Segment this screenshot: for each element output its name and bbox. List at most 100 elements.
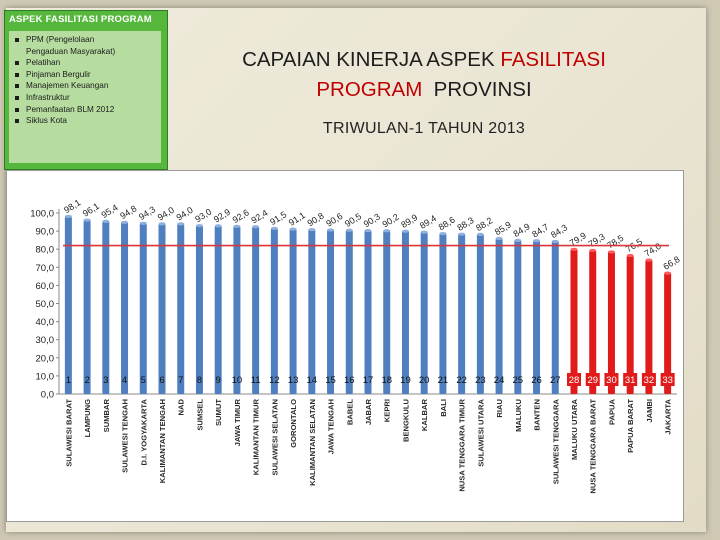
bar-cap — [551, 239, 559, 244]
category-label: PAPUA BARAT — [626, 399, 635, 453]
value-label: 91,1 — [287, 210, 307, 228]
title-text-3: PROGRAM — [316, 78, 423, 101]
bar — [439, 233, 447, 394]
y-tick-label: 100,0 — [30, 209, 54, 220]
bar-cap — [495, 236, 503, 241]
value-label: 89,9 — [399, 212, 419, 230]
category-label: BANTEN — [533, 399, 542, 431]
rank-label: 33 — [662, 375, 673, 386]
value-label: 84,7 — [530, 222, 550, 240]
page-title: CAPAIAN KINERJA ASPEK FASILITASI PROGRAM… — [186, 45, 662, 105]
bullet-icon — [15, 95, 19, 100]
value-label: 96,1 — [81, 201, 101, 219]
bar-cap — [364, 228, 372, 233]
bar-cap — [458, 232, 466, 236]
bar — [214, 225, 222, 394]
value-label: 89,4 — [418, 213, 438, 231]
category-label: JAMBI — [645, 399, 654, 423]
bar-cap — [308, 228, 316, 232]
bullet-icon — [15, 72, 19, 77]
rank-label: 28 — [569, 375, 580, 386]
rank-label: 4 — [122, 375, 127, 386]
rank-label: 20 — [419, 375, 430, 386]
bar — [551, 241, 559, 394]
aspect-item-ppm-cont: Pengaduan Masyarakat) — [26, 46, 116, 56]
title-text-2: FASILITASI — [500, 48, 606, 71]
category-label: SUMBAR — [102, 398, 111, 432]
bar — [195, 225, 203, 394]
value-label: 94,0 — [174, 205, 194, 223]
bar — [102, 221, 110, 394]
bar — [664, 273, 672, 394]
value-label: 98,1 — [62, 197, 82, 215]
bar-cap — [514, 238, 522, 242]
aspect-item-ppm: PPM (Pengelolaan — [15, 34, 159, 46]
rank-label: 15 — [325, 375, 336, 386]
rank-label-bg — [604, 373, 619, 386]
rank-label: 6 — [159, 375, 164, 386]
bar — [514, 240, 522, 394]
rank-label: 22 — [456, 375, 467, 386]
bar — [83, 220, 91, 394]
category-label: JAKARTA — [664, 398, 673, 434]
y-tick-label: 50,0 — [36, 299, 55, 310]
rank-label: 7 — [178, 375, 183, 386]
bar-cap — [664, 271, 672, 275]
bar-cap — [626, 253, 634, 258]
value-label: 90,3 — [362, 211, 382, 229]
category-label: NUSA TENGGARA TIMUR — [458, 398, 467, 491]
category-label: SULAWESI TENGGARA — [551, 398, 560, 484]
bar-cap — [139, 221, 147, 225]
value-label: 78,5 — [605, 233, 625, 251]
category-label: NUSA TENGGARA BARAT — [589, 399, 598, 494]
rank-label: 25 — [513, 375, 524, 386]
bar-cap — [420, 230, 428, 234]
bar-cap — [214, 224, 222, 228]
value-label: 94,8 — [118, 203, 138, 221]
value-label: 94,3 — [137, 204, 157, 222]
value-label: 66,8 — [661, 254, 681, 272]
bar — [233, 226, 241, 394]
bar — [139, 223, 147, 394]
rank-label: 32 — [644, 375, 655, 386]
bar — [327, 230, 335, 394]
aspect-item-pinjaman: Pinjaman Bergulir — [15, 69, 159, 81]
rank-label: 9 — [216, 375, 221, 386]
value-label: 92,6 — [231, 207, 251, 225]
rank-label: 13 — [288, 375, 299, 386]
bar — [308, 229, 316, 394]
category-label: JAWA TENGAH — [327, 399, 336, 454]
value-label: 95,4 — [100, 202, 120, 220]
y-tick-label: 80,0 — [36, 245, 55, 256]
bar-cap — [345, 228, 353, 232]
bar-cap — [476, 232, 484, 236]
rank-label: 10 — [232, 375, 243, 386]
value-label: 85,9 — [493, 219, 513, 237]
rank-label: 17 — [363, 375, 374, 386]
bar-cap — [607, 250, 615, 254]
category-label: KALIMANTAN TENGAH — [158, 399, 167, 483]
title-text-1: CAPAIAN KINERJA ASPEK — [242, 48, 501, 71]
value-label: 90,5 — [343, 211, 363, 229]
rank-label-bg — [567, 373, 581, 386]
bar — [645, 260, 653, 394]
y-tick-label: 90,0 — [36, 227, 55, 238]
value-label: 88,3 — [455, 215, 475, 233]
rank-label: 16 — [344, 375, 355, 386]
category-label: JAWA TIMUR — [233, 398, 242, 446]
rank-label: 19 — [400, 375, 411, 386]
title-text-4: PROVINSI — [422, 78, 532, 101]
category-label: D.I. YOGYAKARTA — [139, 398, 148, 465]
aspect-item-keuangan: Manajemen Keuangan — [15, 80, 159, 92]
bar — [270, 228, 278, 394]
bar-cap — [195, 224, 203, 228]
bar-cap — [645, 258, 653, 262]
bullet-icon — [15, 61, 19, 66]
y-tick-label: 10,0 — [36, 371, 55, 382]
y-tick-label: 70,0 — [36, 263, 55, 274]
bar — [64, 216, 72, 394]
bar-cap — [439, 232, 447, 236]
bar — [458, 234, 466, 394]
category-label: KALIMANTAN TIMUR — [252, 398, 261, 475]
bar-chart: 0,0 10,0 20,0 30,0 40,0 50,0 60,0 70,0 80,0 90,0 1… — [30, 197, 681, 494]
